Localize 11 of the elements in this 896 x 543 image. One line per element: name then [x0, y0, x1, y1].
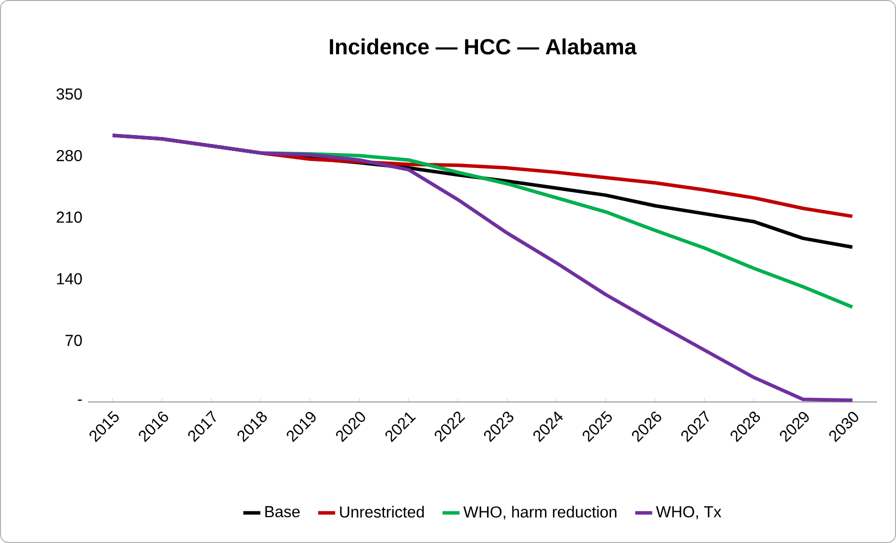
y-tick-label: 280	[56, 150, 82, 162]
legend-label: WHO, harm reduction	[463, 506, 616, 520]
legend-label: Base	[265, 506, 300, 518]
y-tick-label: 140	[57, 273, 82, 284]
y-tick-label: -	[78, 400, 82, 401]
chart-title: Incidence — HCC — Alabama	[330, 38, 637, 55]
y-tick-label: 350	[56, 88, 82, 100]
legend-label: Unrestricted	[340, 506, 424, 518]
y-tick-label: 70	[66, 334, 82, 346]
y-tick-label: 210	[56, 212, 82, 223]
legend-label: WHO, Tx	[656, 506, 722, 520]
